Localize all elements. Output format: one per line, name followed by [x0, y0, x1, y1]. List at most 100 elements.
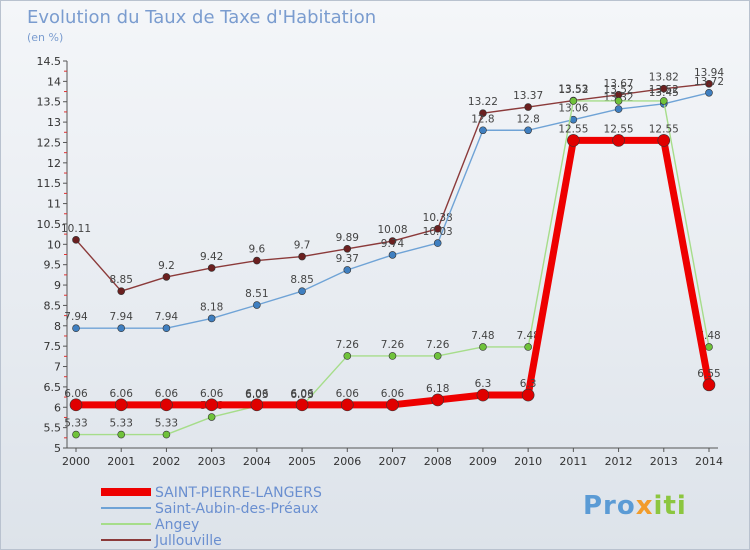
data-point — [117, 324, 126, 333]
data-point — [702, 378, 716, 392]
data-label: 7.48 — [516, 330, 539, 342]
data-label: 9.7 — [294, 240, 311, 252]
data-label: 6.3 — [520, 378, 537, 390]
data-point — [479, 126, 487, 135]
data-point — [431, 393, 445, 407]
data-label: 13.94 — [694, 67, 724, 79]
y-tick-label: 10 — [47, 238, 61, 251]
data-point — [705, 88, 713, 97]
legend-label: Jullouville — [154, 533, 222, 549]
data-label: 13.52 — [558, 84, 588, 96]
data-label: 5.33 — [155, 418, 178, 430]
data-label: 7.26 — [336, 339, 360, 351]
data-label: 12.55 — [558, 123, 588, 135]
data-point — [207, 413, 216, 421]
data-point — [614, 105, 623, 113]
data-point — [253, 256, 261, 265]
data-label: 13.52 — [604, 84, 634, 96]
data-point — [479, 343, 487, 351]
legend-label: Angey — [155, 517, 199, 533]
y-tick-label: 13 — [47, 116, 61, 129]
data-point — [659, 84, 668, 93]
data-point — [705, 80, 713, 88]
data-label: 7.26 — [381, 339, 405, 351]
data-label: 5.33 — [64, 418, 87, 430]
series-line — [76, 136, 713, 409]
y-tick-label: 8 — [54, 320, 61, 333]
data-point — [433, 225, 442, 233]
data-label: 6.06 — [110, 388, 134, 400]
data-label: 6.06 — [336, 388, 360, 400]
y-tick-label: 7.5 — [44, 340, 62, 353]
y-tick-label: 11 — [47, 198, 61, 211]
data-label: 10.03 — [423, 226, 453, 238]
x-tick-label: 2003 — [198, 455, 226, 468]
data-point — [343, 244, 352, 253]
data-label: 12.8 — [471, 113, 494, 125]
x-tick-label: 2007 — [379, 455, 407, 468]
data-point — [476, 388, 490, 402]
data-label: 9.42 — [200, 251, 223, 263]
data-label: 6.06 — [245, 388, 269, 400]
x-tick-label: 2004 — [243, 455, 271, 468]
chart-unit: (en %) — [27, 31, 64, 44]
y-tick-label: 12 — [47, 157, 61, 170]
data-label: 7.94 — [155, 311, 179, 323]
data-label: 7.94 — [64, 311, 88, 323]
data-label: 9.2 — [158, 260, 175, 272]
x-tick-label: 2006 — [333, 455, 361, 468]
y-tick-label: 6.5 — [44, 381, 62, 394]
x-tick-label: 2012 — [605, 455, 633, 468]
data-point — [72, 236, 80, 244]
y-tick-label: 5 — [54, 442, 61, 455]
data-point — [524, 343, 532, 351]
data-point — [388, 352, 397, 360]
data-label: 13.82 — [649, 72, 679, 84]
data-point — [162, 430, 171, 439]
data-point — [117, 287, 126, 295]
logo-part-2: x — [635, 491, 654, 521]
data-point — [705, 343, 713, 351]
data-point — [160, 398, 173, 412]
data-label: 12.8 — [516, 113, 539, 125]
logo-part-1: Pro — [583, 491, 636, 521]
data-label: 6.06 — [64, 388, 88, 400]
data-label: 13.06 — [558, 103, 588, 115]
y-tick-label: 11.5 — [37, 177, 62, 190]
x-tick-label: 2011 — [559, 455, 587, 468]
data-point — [69, 398, 83, 412]
data-point — [388, 237, 397, 245]
data-label: 9.89 — [336, 232, 359, 244]
data-point — [114, 398, 128, 412]
data-point — [433, 239, 442, 247]
data-label: 6.06 — [290, 388, 314, 400]
data-point — [295, 398, 309, 412]
data-point — [298, 287, 306, 295]
y-tick-label: 14.5 — [37, 55, 62, 68]
y-tick-label: 9 — [54, 279, 61, 292]
data-point — [524, 126, 532, 135]
data-point — [433, 352, 442, 360]
proxiti-logo: Proxiti — [583, 491, 687, 521]
data-label: 6.06 — [200, 388, 224, 400]
y-tick-label: 8.5 — [44, 299, 62, 312]
x-tick-label: 2002 — [152, 455, 180, 468]
data-label: 8.85 — [290, 274, 313, 286]
data-point — [207, 264, 216, 272]
data-label: 8.18 — [200, 301, 223, 313]
data-label: 6.3 — [475, 378, 492, 390]
data-label: 6.03 — [245, 389, 268, 401]
data-label: 10.38 — [423, 212, 453, 224]
y-tick-label: 10.5 — [37, 218, 62, 231]
data-label: 9.6 — [249, 244, 266, 256]
data-point — [657, 134, 671, 147]
x-tick-label: 2008 — [424, 455, 452, 468]
data-point — [521, 388, 535, 402]
data-point — [72, 324, 80, 333]
data-label: 6.55 — [697, 368, 720, 380]
data-label: 7.48 — [471, 330, 494, 342]
data-point — [72, 430, 80, 439]
data-point — [340, 398, 354, 412]
x-tick-label: 2014 — [695, 455, 723, 468]
